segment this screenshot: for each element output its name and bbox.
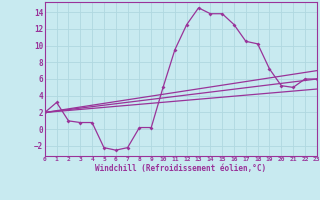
X-axis label: Windchill (Refroidissement éolien,°C): Windchill (Refroidissement éolien,°C)	[95, 164, 266, 173]
